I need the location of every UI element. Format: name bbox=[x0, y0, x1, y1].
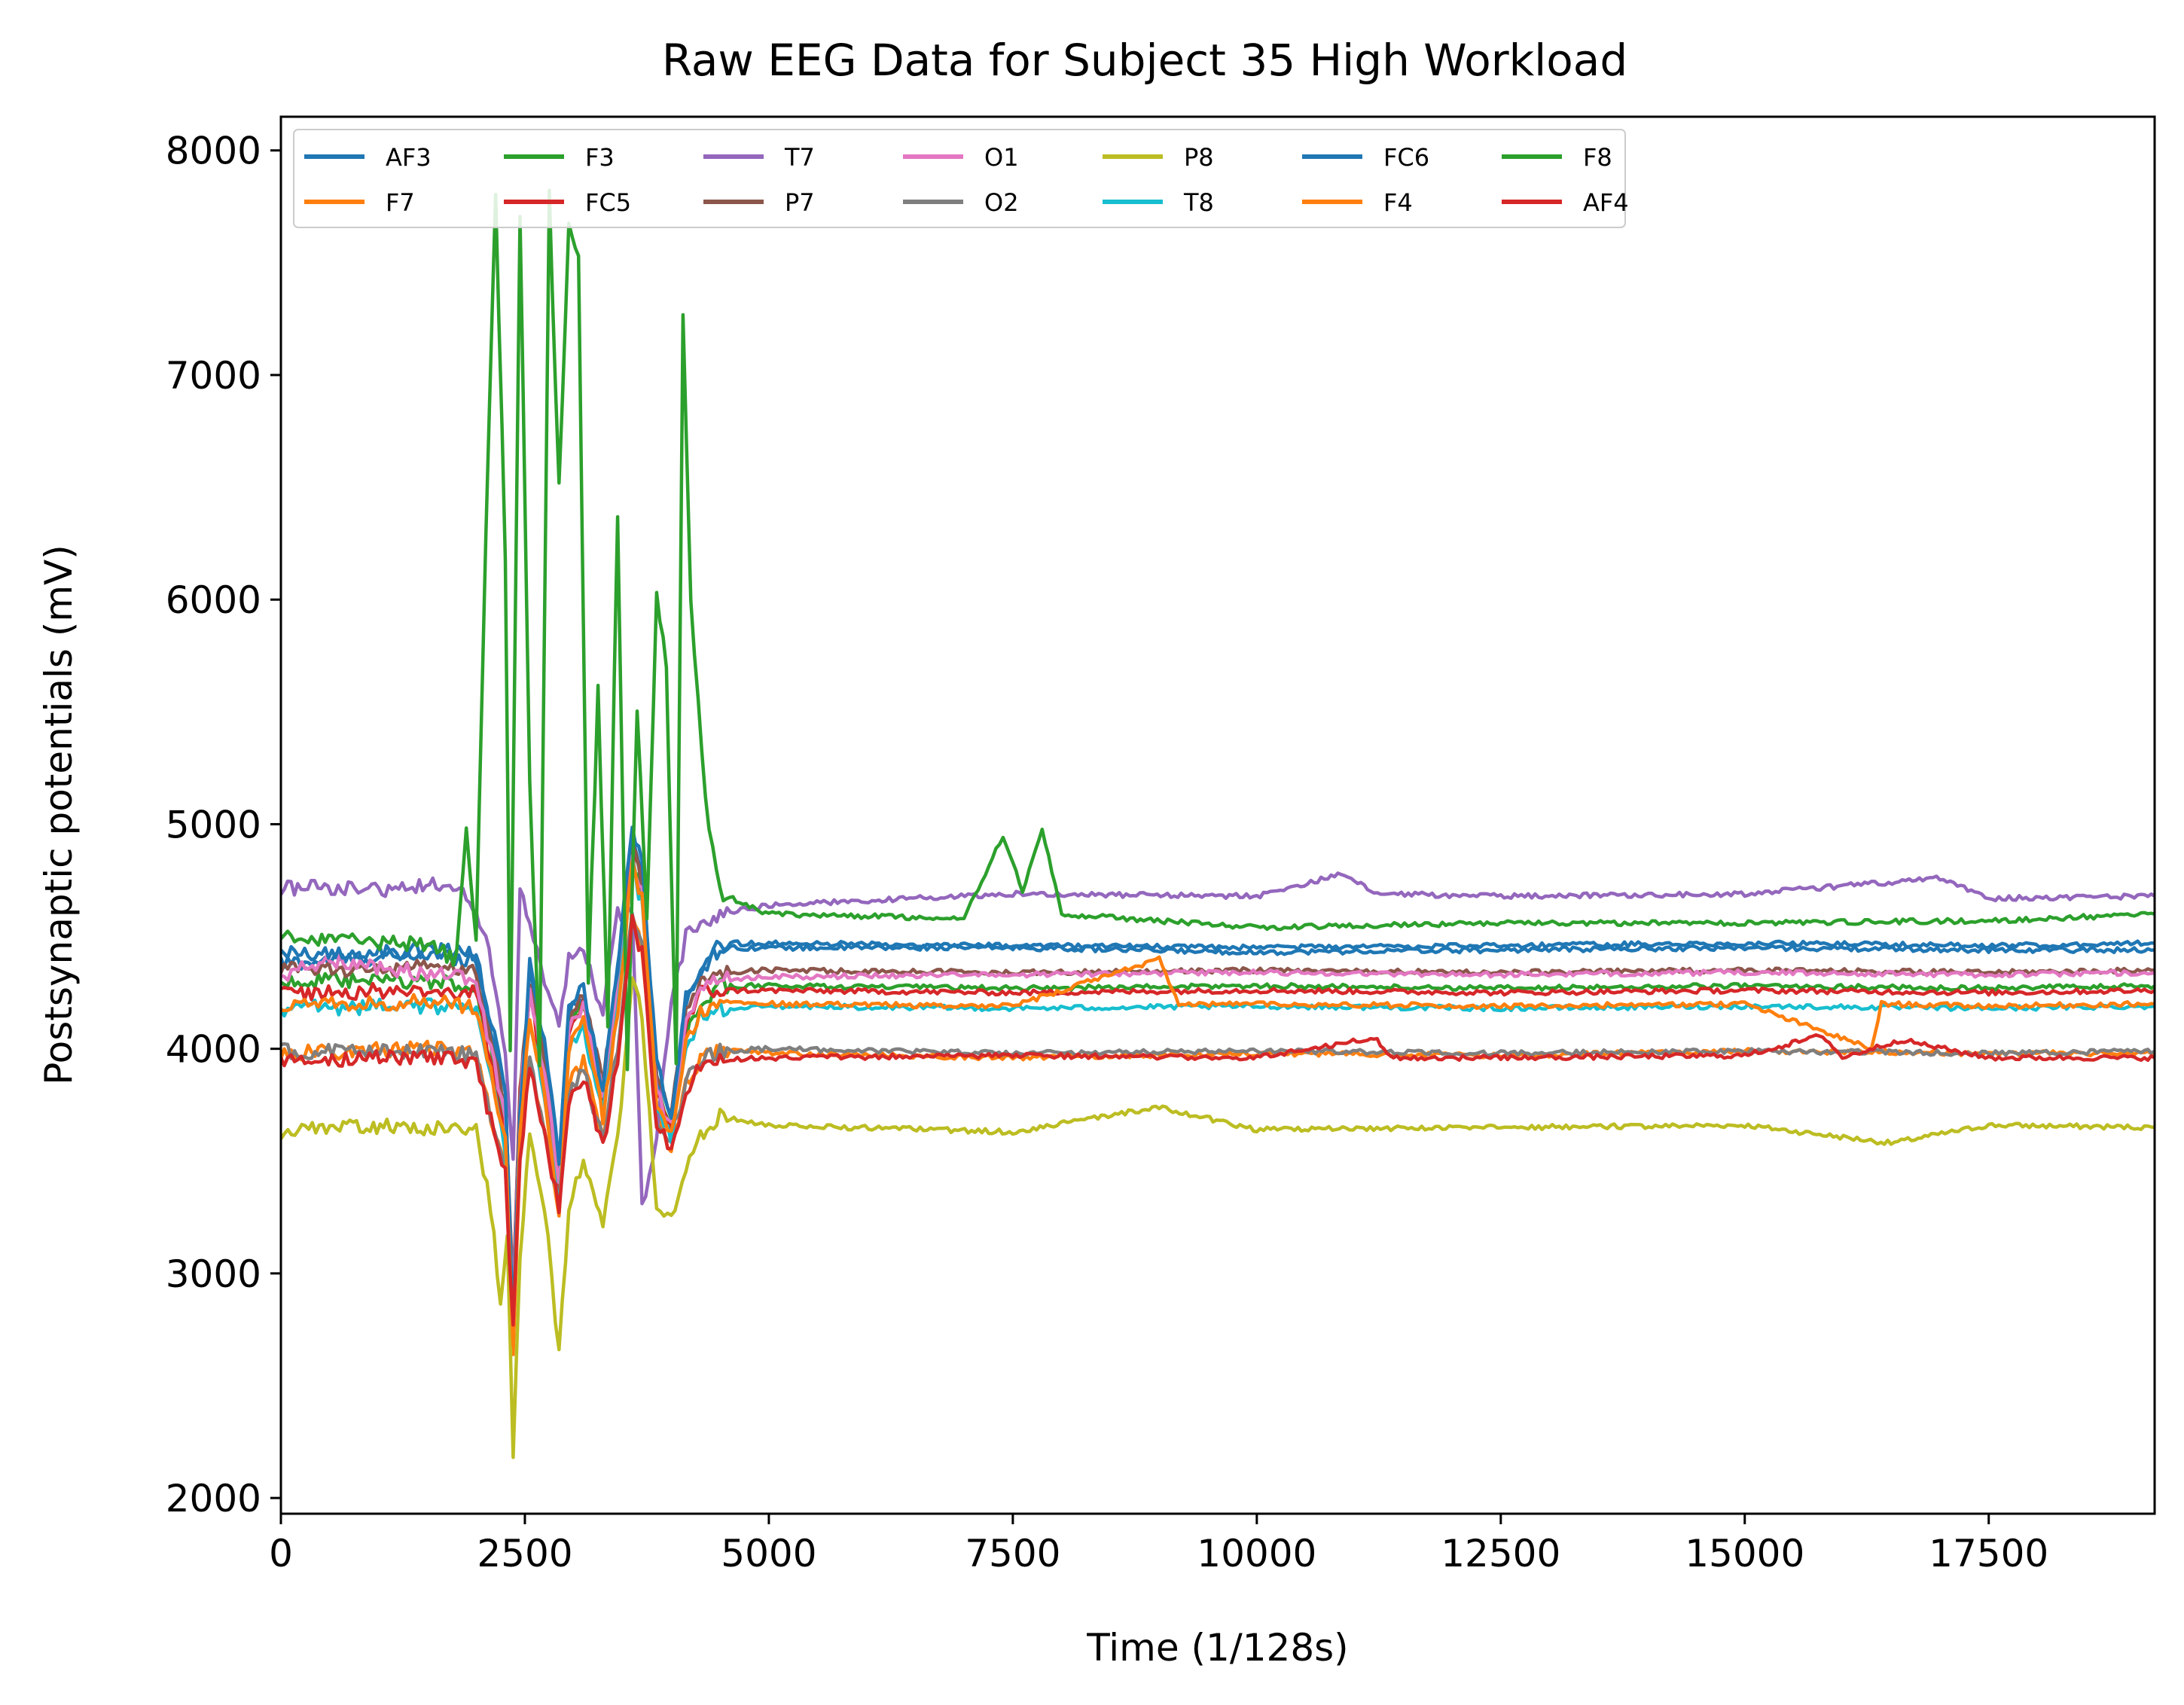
series-layer bbox=[281, 188, 2155, 1459]
legend-label-f8: F8 bbox=[1583, 143, 1612, 172]
series-line-af4 bbox=[281, 914, 2155, 1327]
x-tick-label: 10000 bbox=[1197, 1532, 1316, 1575]
x-tick-label: 12500 bbox=[1441, 1532, 1560, 1575]
legend-label-f3: F3 bbox=[585, 143, 615, 172]
legend-label-t8: T8 bbox=[1183, 188, 1214, 217]
legend-label-fc6: FC6 bbox=[1383, 143, 1429, 172]
legend-box bbox=[293, 129, 1626, 228]
y-tick-label: 3000 bbox=[166, 1252, 261, 1296]
legend-label-f7: F7 bbox=[386, 188, 415, 217]
x-tick-label: 7500 bbox=[965, 1532, 1060, 1575]
y-axis: 2000 3000 4000 5000 6000 7000 8000 bbox=[166, 130, 281, 1520]
series-line-p8 bbox=[281, 976, 2155, 1459]
x-axis: 0 2500 5000 7500 10000 12500 15000 17500 bbox=[269, 1514, 2048, 1575]
y-tick-label: 2000 bbox=[166, 1477, 261, 1520]
legend-label-af4: AF4 bbox=[1583, 188, 1629, 217]
y-axis-label: Postsynaptic potentials (mV) bbox=[37, 544, 81, 1084]
y-tick-label: 7000 bbox=[166, 354, 261, 398]
plot-area-frame bbox=[279, 115, 2156, 1515]
y-tick-label: 5000 bbox=[166, 803, 261, 846]
x-tick-label: 2500 bbox=[477, 1532, 572, 1575]
y-tick-label: 6000 bbox=[166, 578, 261, 622]
legend-label-f4: F4 bbox=[1383, 188, 1413, 217]
series-line-o1 bbox=[281, 854, 2155, 1315]
legend: AF3 F7 F3 FC5 T7 P7 O1 O2 P8 T8 FC6 F4 F8 AF4 bbox=[293, 129, 1629, 228]
legend-label-fc5: FC5 bbox=[585, 188, 631, 217]
x-tick-label: 17500 bbox=[1929, 1532, 2048, 1575]
legend-label-o2: O2 bbox=[984, 188, 1019, 217]
series-line-t8 bbox=[281, 864, 2155, 1329]
x-tick-label: 0 bbox=[269, 1532, 293, 1575]
series-line-fc6 bbox=[281, 825, 2155, 1333]
series-line-f8 bbox=[281, 188, 2155, 1072]
y-tick-label: 8000 bbox=[166, 130, 261, 173]
x-axis-label: Time (1/128s) bbox=[1086, 1626, 1348, 1670]
series-line-f4 bbox=[281, 859, 2155, 1348]
x-tick-label: 15000 bbox=[1685, 1532, 1804, 1575]
y-tick-label: 4000 bbox=[166, 1028, 261, 1072]
legend-label-t7: T7 bbox=[784, 143, 815, 172]
chart-title: Raw EEG Data for Subject 35 High Workloa… bbox=[662, 35, 1627, 86]
legend-label-p7: P7 bbox=[785, 188, 815, 217]
legend-label-p8: P8 bbox=[1184, 143, 1214, 172]
legend-label-af3: AF3 bbox=[386, 143, 432, 172]
x-tick-label: 5000 bbox=[721, 1532, 816, 1575]
legend-label-o1: O1 bbox=[984, 143, 1019, 172]
